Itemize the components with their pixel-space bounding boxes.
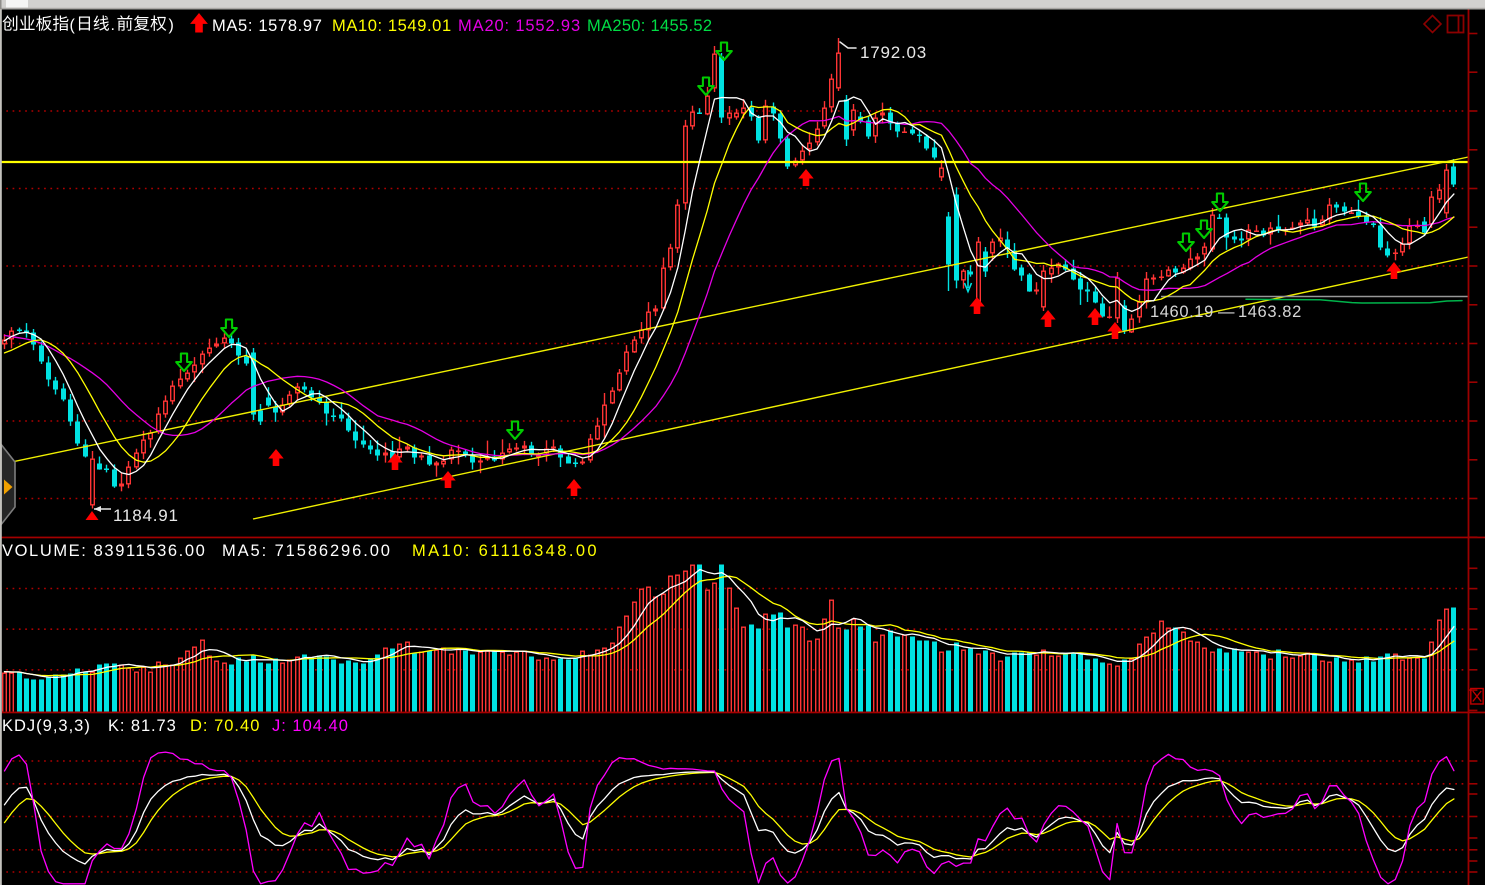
- svg-text:MA20: 1552.93: MA20: 1552.93: [458, 17, 581, 35]
- svg-text:MA10: 61116348.00: MA10: 61116348.00: [412, 542, 599, 560]
- svg-text:1460.19: 1460.19: [1150, 303, 1214, 321]
- svg-text:KDJ(9,3,3): KDJ(9,3,3): [2, 717, 91, 735]
- svg-text:K: 81.73: K: 81.73: [108, 717, 177, 735]
- svg-text:MA10: 1549.01: MA10: 1549.01: [332, 17, 452, 35]
- svg-text:.: .: [111, 17, 115, 34]
- svg-text:J: 104.40: J: 104.40: [272, 717, 349, 735]
- svg-text:1463.82: 1463.82: [1238, 303, 1302, 321]
- svg-text:(: (: [70, 17, 76, 34]
- svg-text:—: —: [1218, 303, 1235, 321]
- svg-text:MA5: 71586296.00: MA5: 71586296.00: [222, 542, 392, 560]
- svg-text:MA5: 1578.97: MA5: 1578.97: [212, 17, 323, 35]
- svg-text:1792.03: 1792.03: [860, 43, 927, 62]
- svg-text:D: 70.40: D: 70.40: [190, 717, 260, 735]
- svg-text:1184.91: 1184.91: [113, 506, 179, 525]
- svg-text:MA250: 1455.52: MA250: 1455.52: [587, 17, 712, 35]
- svg-text:): ): [169, 17, 174, 34]
- svg-text:VOLUME: 83911536.00: VOLUME: 83911536.00: [2, 542, 206, 560]
